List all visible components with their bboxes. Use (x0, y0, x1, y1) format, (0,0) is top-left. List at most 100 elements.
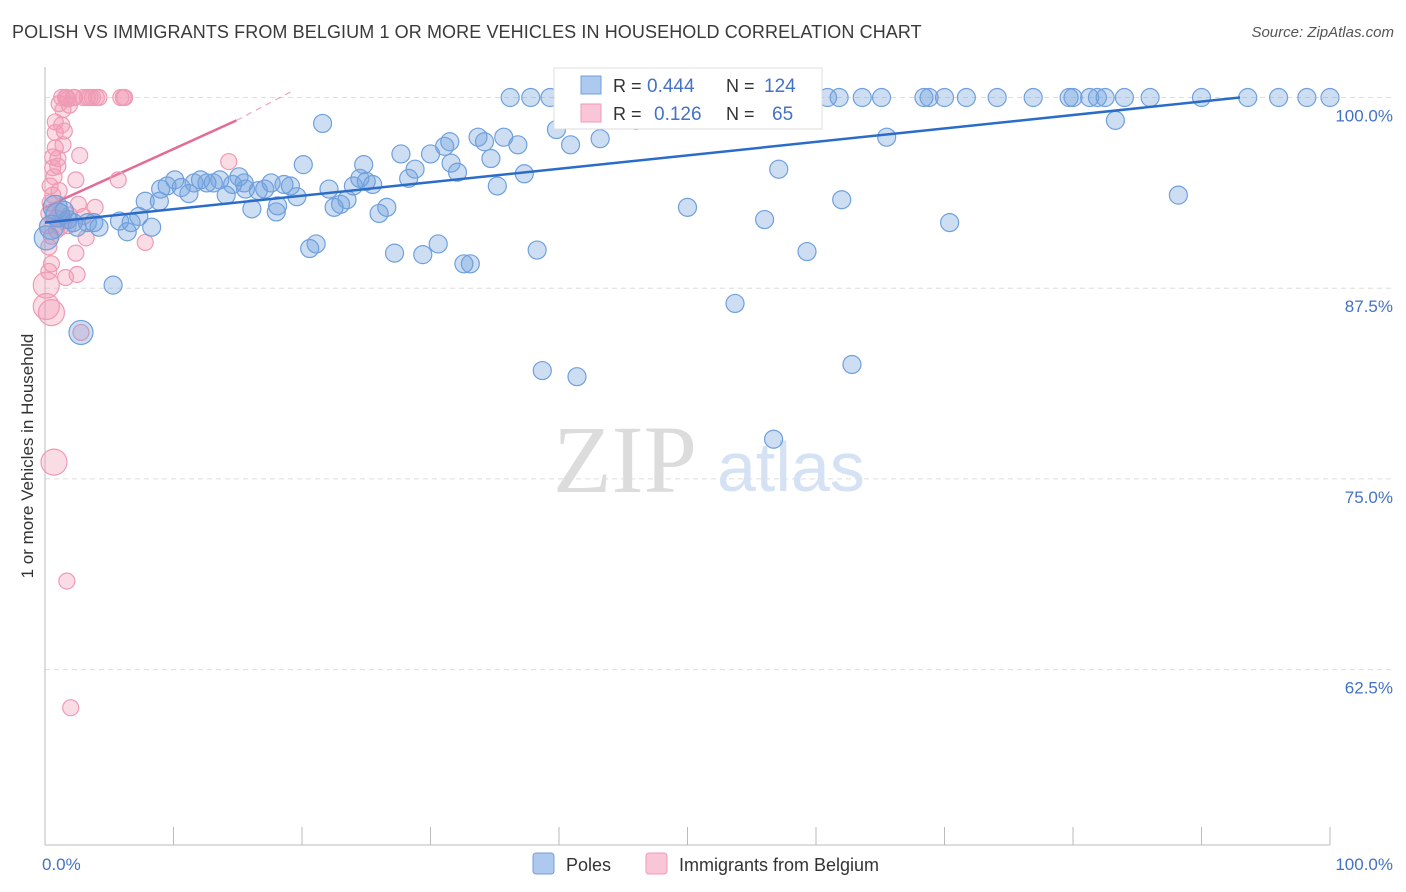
belgium-point (42, 255, 61, 273)
belgium-point (116, 88, 134, 107)
poles-point (293, 155, 313, 175)
belgium-point (72, 323, 90, 342)
poles-point (769, 159, 789, 179)
belgium-point (40, 448, 68, 476)
poles-point (1080, 87, 1100, 108)
belgium-point (62, 699, 80, 717)
poles-point (763, 429, 784, 449)
poles-trend-line (44, 96, 1241, 224)
belgium-point (83, 88, 102, 107)
belgium-point (220, 152, 238, 171)
belgium-point (109, 171, 127, 189)
poles-point (725, 293, 745, 314)
belgium-point (68, 265, 86, 284)
belgium-r-value: 0.126 (654, 104, 702, 125)
belgium-point (58, 572, 76, 590)
belgium-point (50, 181, 68, 200)
poles-point (1063, 87, 1083, 108)
belgium-point (136, 233, 154, 252)
poles-point (500, 87, 520, 108)
belgium-trend-line (44, 119, 237, 209)
poles-point (508, 135, 528, 155)
belgium-point (55, 122, 73, 140)
poles-point (940, 213, 960, 233)
poles-point (89, 217, 109, 237)
y-tick-label: 87.5% (1345, 297, 1393, 316)
poles-r-label: R = (613, 76, 642, 96)
poles-point (447, 162, 468, 182)
belgium-point (86, 198, 104, 216)
poles-point (754, 209, 775, 230)
poles-point (521, 87, 541, 108)
chart-title: POLISH VS IMMIGRANTS FROM BELGIUM 1 OR M… (12, 22, 922, 42)
poles-point (1191, 87, 1212, 108)
poles-point (1297, 87, 1317, 108)
belgium-point (90, 88, 108, 107)
poles-point (987, 87, 1007, 108)
x-tick-label: 0.0% (42, 855, 81, 874)
poles-point (384, 243, 405, 263)
belgium-point (49, 157, 67, 175)
poles-point (532, 360, 552, 381)
poles-point (354, 155, 374, 175)
poles-point (171, 177, 191, 198)
poles-point (413, 245, 433, 265)
poles-point (934, 87, 955, 108)
x-tick-labels: 0.0% 100.0% (42, 855, 1393, 874)
belgium-r-label: R = (613, 104, 642, 124)
poles-point (165, 170, 185, 190)
poles-point (306, 234, 326, 254)
poles-point (369, 203, 389, 224)
poles-point (103, 275, 123, 295)
poles-point (135, 191, 155, 211)
poles-point (460, 254, 480, 274)
poles-point (842, 354, 862, 375)
poles-point (428, 234, 448, 254)
legend-belgium-label: Immigrants from Belgium (679, 855, 879, 875)
poles-point (956, 87, 976, 108)
poles-points (33, 87, 1340, 449)
poles-point (454, 254, 474, 274)
stats-legend: R = 0.444 N = 124 R = 0.126 N = 65 (553, 67, 823, 130)
y-tick-label: 100.0% (1335, 107, 1393, 126)
poles-point (179, 184, 199, 204)
poles-point (1114, 87, 1135, 108)
poles-point (319, 179, 339, 199)
belgium-n-label: N = (726, 104, 755, 124)
poles-point (405, 159, 425, 179)
poles-point (1168, 185, 1188, 205)
belgium-point (54, 136, 72, 154)
poles-point (829, 87, 849, 108)
poles-point (274, 174, 294, 195)
watermark-zip: ZIP (553, 406, 697, 513)
poles-trend-group (44, 96, 1241, 224)
legend-poles-label: Poles (566, 855, 611, 875)
belgium-point (37, 299, 66, 327)
belgium-point (67, 171, 85, 189)
poles-point (68, 319, 94, 346)
y-tick-labels: 62.5% 75.0% 87.5% 100.0% (1335, 107, 1393, 698)
watermark-atlas: atlas (717, 428, 865, 506)
poles-point (312, 113, 333, 134)
poles-point (142, 217, 162, 237)
bottom-legend: Poles Immigrants from Belgium (532, 852, 879, 875)
belgium-stats-swatch (580, 103, 602, 123)
poles-point (1105, 110, 1126, 130)
poles-n-value: 124 (764, 76, 796, 97)
poles-point (363, 174, 383, 195)
source-label: Source: ZipAtlas.com (1251, 24, 1394, 41)
poles-point (391, 144, 411, 164)
poles-point (267, 196, 288, 216)
poles-stats-swatch (580, 75, 602, 95)
belgium-n-value: 65 (772, 104, 793, 125)
legend-belgium-swatch (645, 852, 668, 875)
y-tick-label: 62.5% (1345, 679, 1393, 698)
poles-point (871, 87, 892, 108)
poles-point (481, 148, 501, 169)
y-tick-label: 75.0% (1345, 488, 1393, 507)
poles-point (1238, 87, 1258, 108)
poles-point (1087, 87, 1108, 108)
poles-point (852, 87, 872, 108)
poles-point (1268, 87, 1289, 108)
